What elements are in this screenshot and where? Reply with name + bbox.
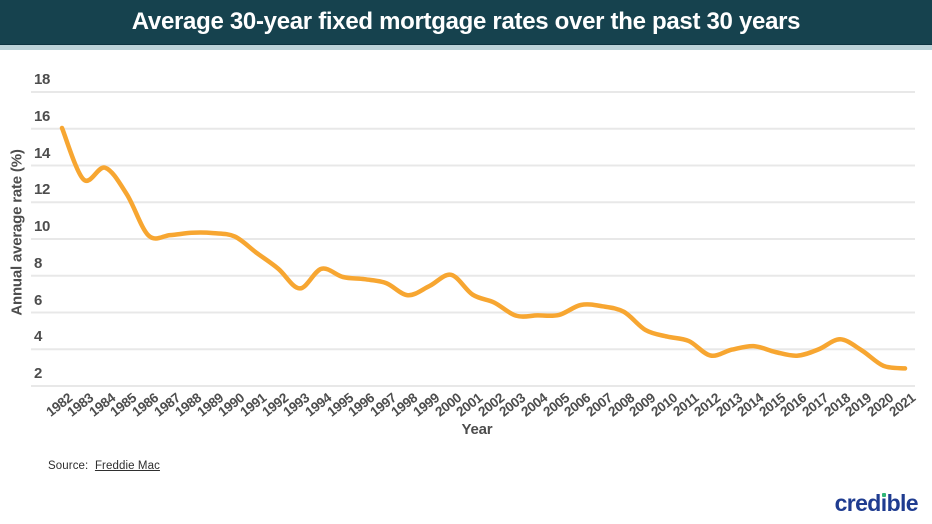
title-banner-shadow xyxy=(0,45,932,50)
rate-line xyxy=(59,125,908,371)
logo-i-dot xyxy=(881,493,886,497)
y-tick-label: 10 xyxy=(34,218,51,235)
y-axis-title: Annual average rate (%) xyxy=(8,149,26,316)
x-axis-title: Year xyxy=(461,421,493,438)
logo-letter-i: ı xyxy=(881,492,887,515)
y-tick-label: 4 xyxy=(34,328,43,346)
logo-text-cred: cred xyxy=(834,490,882,516)
y-tick-label: 6 xyxy=(34,291,43,309)
source-prefix: Source: xyxy=(48,460,89,472)
source-link[interactable]: Freddie Mac xyxy=(94,460,160,472)
y-tick-label: 18 xyxy=(34,71,51,88)
logo-text-ble: ble xyxy=(886,490,919,516)
y-tick-label: 12 xyxy=(34,181,51,199)
credible-logo: credı ble xyxy=(834,490,919,516)
y-tick-label: 16 xyxy=(34,107,51,125)
source-note: Source: Freddie Mac xyxy=(48,460,160,472)
y-tick-label: 14 xyxy=(34,144,51,162)
title-banner: Average 30-year fixed mortgage rates ove… xyxy=(0,0,932,45)
y-tick-label: 8 xyxy=(34,254,43,272)
y-tick-label: 2 xyxy=(34,365,43,382)
logo-i-stem: ı xyxy=(880,490,887,516)
chart-title: Average 30-year fixed mortgage rates ove… xyxy=(131,8,801,35)
